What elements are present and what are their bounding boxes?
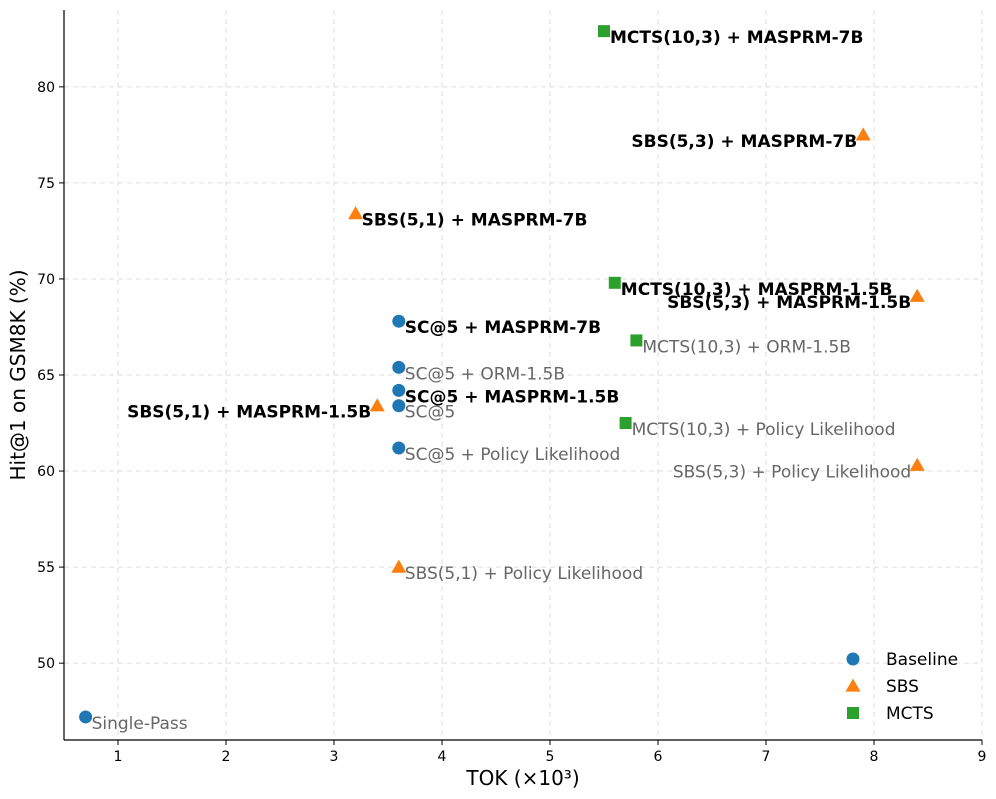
legend-label: SBS	[886, 677, 919, 697]
x-axis-title: TOK (×10³)	[465, 766, 579, 790]
point-label: MCTS(10,3) + Policy Likelihood	[632, 420, 896, 440]
x-tick-label: 7	[762, 749, 771, 765]
sbs-point	[369, 398, 385, 412]
y-axis-title: Hit@1 on GSM8K (%)	[6, 269, 30, 480]
sbs-point	[909, 457, 925, 471]
x-tick-label: 6	[654, 749, 663, 765]
point-label: SBS(5,3) + MASPRM-1.5B	[667, 293, 911, 313]
point-label: SC@5 + MASPRM-7B	[405, 318, 601, 338]
y-tick-label: 65	[37, 368, 55, 384]
baseline-point	[79, 710, 93, 724]
sbs-point	[909, 288, 925, 302]
point-label: MCTS(10,3) + MASPRM-1.5B	[621, 280, 893, 300]
legend: Baseline SBS MCTS	[845, 650, 958, 724]
x-tick-label: 9	[978, 749, 987, 765]
legend-label: MCTS	[886, 704, 934, 724]
mcts-point	[598, 25, 610, 38]
x-tick-label: 1	[114, 749, 123, 765]
data-points	[79, 25, 925, 724]
point-label: SBS(5,1) + MASPRM-7B	[362, 211, 588, 231]
point-label: SBS(5,1) + Policy Likelihood	[405, 564, 643, 584]
sbs-point	[391, 559, 407, 573]
point-label: MCTS(10,3) + ORM-1.5B	[642, 337, 851, 357]
point-label: Single-Pass	[92, 714, 188, 734]
legend-marker-sbs	[845, 678, 861, 692]
legend-label: Baseline	[886, 650, 958, 670]
mcts-point	[630, 334, 643, 347]
x-tick-label: 5	[546, 749, 555, 765]
y-tick-label: 50	[37, 656, 55, 672]
point-label: SBS(5,3) + Policy Likelihood	[673, 462, 911, 482]
ticks: 1 2 3 4 5 6 7 8 9 50 55 60 65 70 75 80	[37, 80, 986, 765]
y-tick-label: 75	[37, 176, 55, 192]
point-label: SBS(5,1) + MASPRM-1.5B	[127, 403, 371, 423]
x-tick-label: 2	[222, 749, 231, 765]
mcts-point	[619, 417, 632, 430]
x-tick-label: 8	[870, 749, 879, 765]
mcts-point	[608, 276, 621, 289]
y-tick-label: 55	[37, 560, 55, 576]
legend-marker-baseline	[846, 652, 860, 666]
y-tick-label: 80	[37, 80, 55, 96]
y-tick-label: 60	[37, 464, 55, 480]
point-labels: Single-Pass SC@5 + MASPRM-7B SC@5 + ORM-1.…	[92, 28, 912, 734]
x-tick-label: 3	[330, 749, 339, 765]
baseline-point	[392, 360, 406, 374]
point-label: SBS(5,3) + MASPRM-7B	[631, 132, 857, 152]
baseline-point	[392, 399, 406, 413]
grid	[64, 10, 983, 740]
point-label: SC@5 + MASPRM-1.5B	[405, 387, 620, 407]
x-tick-label: 4	[438, 749, 447, 765]
y-tick-label: 70	[37, 272, 55, 288]
baseline-point	[392, 314, 406, 328]
point-label: MCTS(10,3) + MASPRM-7B	[610, 28, 863, 48]
point-label: SC@5	[405, 403, 455, 423]
legend-marker-mcts	[847, 707, 859, 719]
sbs-point	[855, 127, 871, 141]
point-label: SC@5 + Policy Likelihood	[405, 445, 621, 465]
baseline-point	[392, 441, 406, 455]
baseline-point	[392, 383, 406, 397]
point-label: SC@5 + ORM-1.5B	[405, 364, 565, 384]
sbs-point	[348, 206, 364, 220]
